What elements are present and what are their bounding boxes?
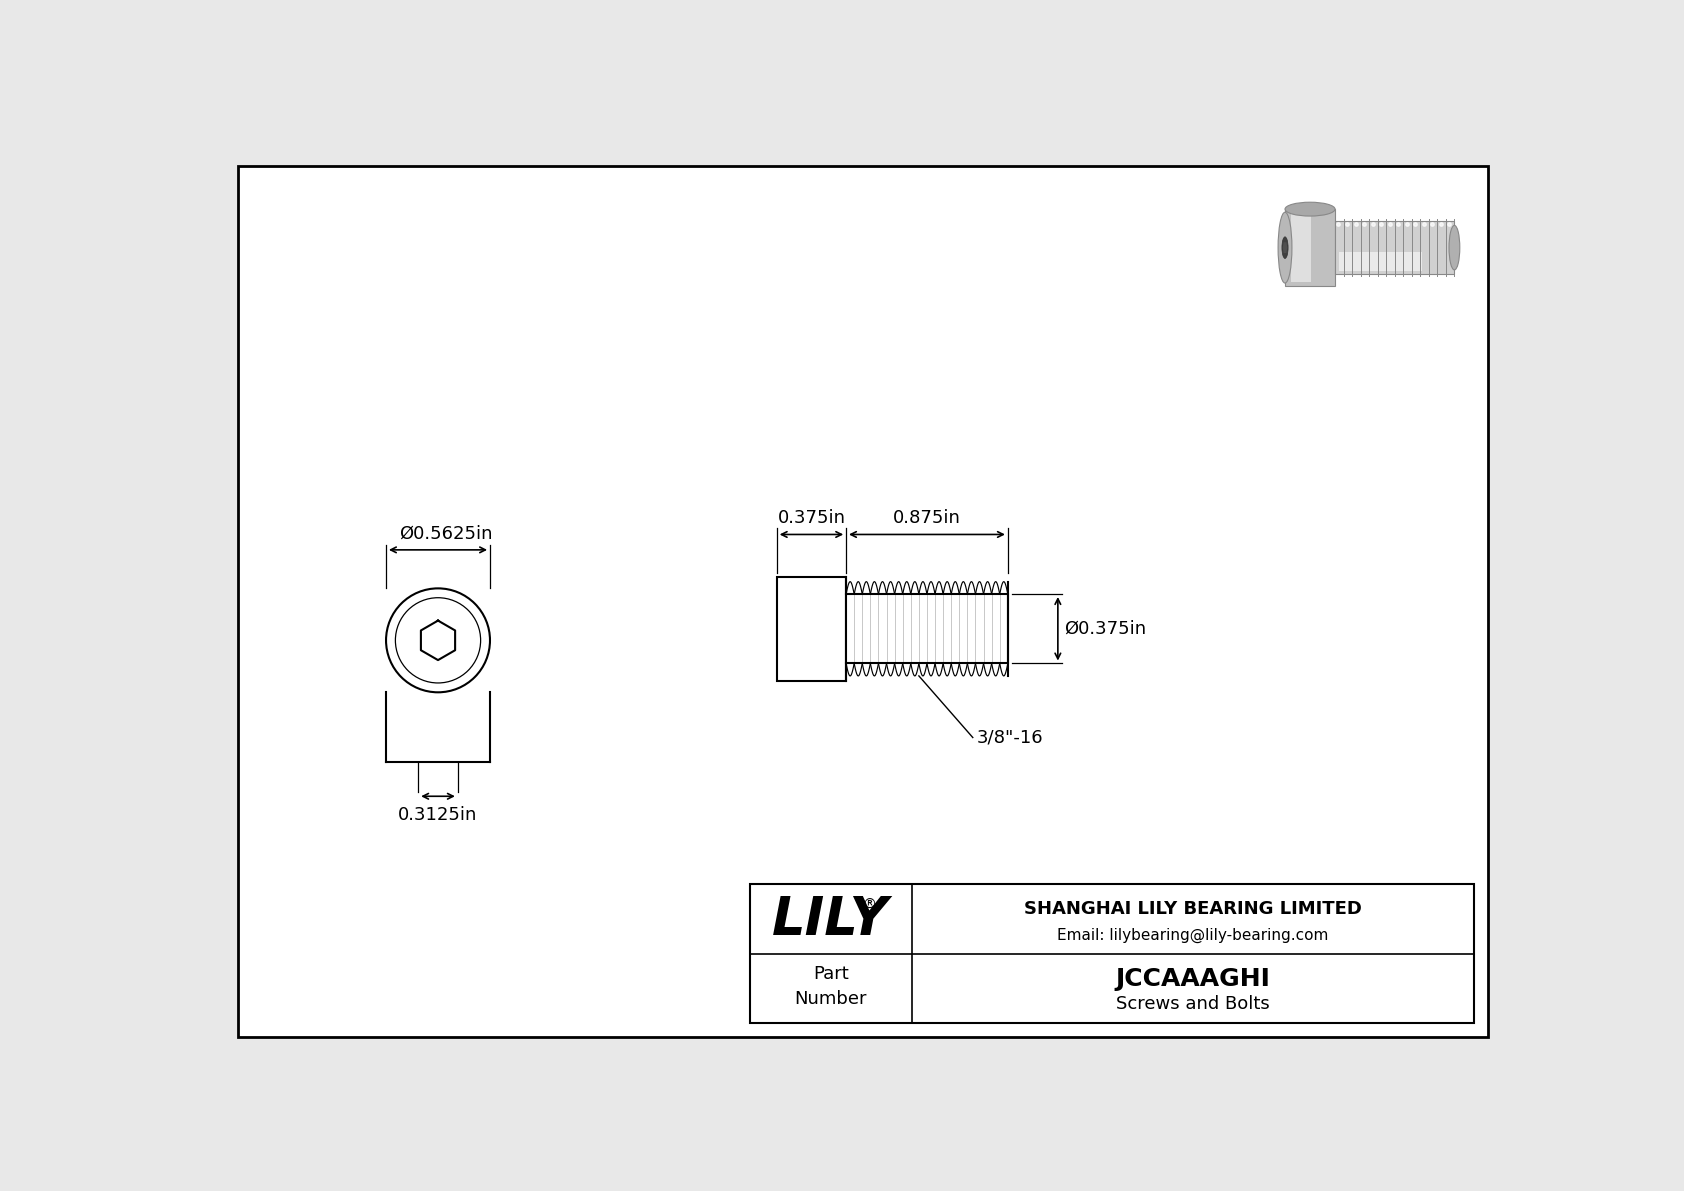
Text: JCCAAAGHI: JCCAAAGHI bbox=[1115, 967, 1270, 991]
Text: Email: lilybearing@lily-bearing.com: Email: lilybearing@lily-bearing.com bbox=[1058, 928, 1329, 943]
Text: 0.375in: 0.375in bbox=[778, 509, 845, 526]
Text: LILY: LILY bbox=[773, 893, 889, 946]
Polygon shape bbox=[1283, 243, 1287, 252]
Circle shape bbox=[396, 598, 480, 682]
Bar bbox=[845, 594, 1007, 663]
Bar bbox=[1292, 213, 1312, 282]
Text: Screws and Bolts: Screws and Bolts bbox=[1116, 994, 1270, 1012]
Bar bbox=[749, 885, 1474, 1023]
Ellipse shape bbox=[1285, 202, 1335, 216]
Text: ®: ® bbox=[862, 897, 876, 911]
Bar bbox=[1335, 222, 1455, 274]
Bar bbox=[1285, 210, 1335, 286]
Text: Part
Number: Part Number bbox=[795, 966, 867, 1009]
Text: Ø0.5625in: Ø0.5625in bbox=[399, 524, 492, 542]
Text: 0.3125in: 0.3125in bbox=[399, 805, 478, 823]
Text: SHANGHAI LILY BEARING LIMITED: SHANGHAI LILY BEARING LIMITED bbox=[1024, 900, 1362, 918]
Text: 3/8"-16: 3/8"-16 bbox=[977, 729, 1044, 747]
Text: 0.875in: 0.875in bbox=[893, 509, 962, 526]
Ellipse shape bbox=[1448, 225, 1460, 270]
Bar bbox=[776, 576, 845, 681]
Circle shape bbox=[386, 588, 490, 692]
Ellipse shape bbox=[1278, 212, 1292, 283]
Ellipse shape bbox=[1282, 237, 1288, 258]
Bar bbox=[1339, 252, 1423, 270]
Text: Ø0.375in: Ø0.375in bbox=[1064, 619, 1147, 638]
